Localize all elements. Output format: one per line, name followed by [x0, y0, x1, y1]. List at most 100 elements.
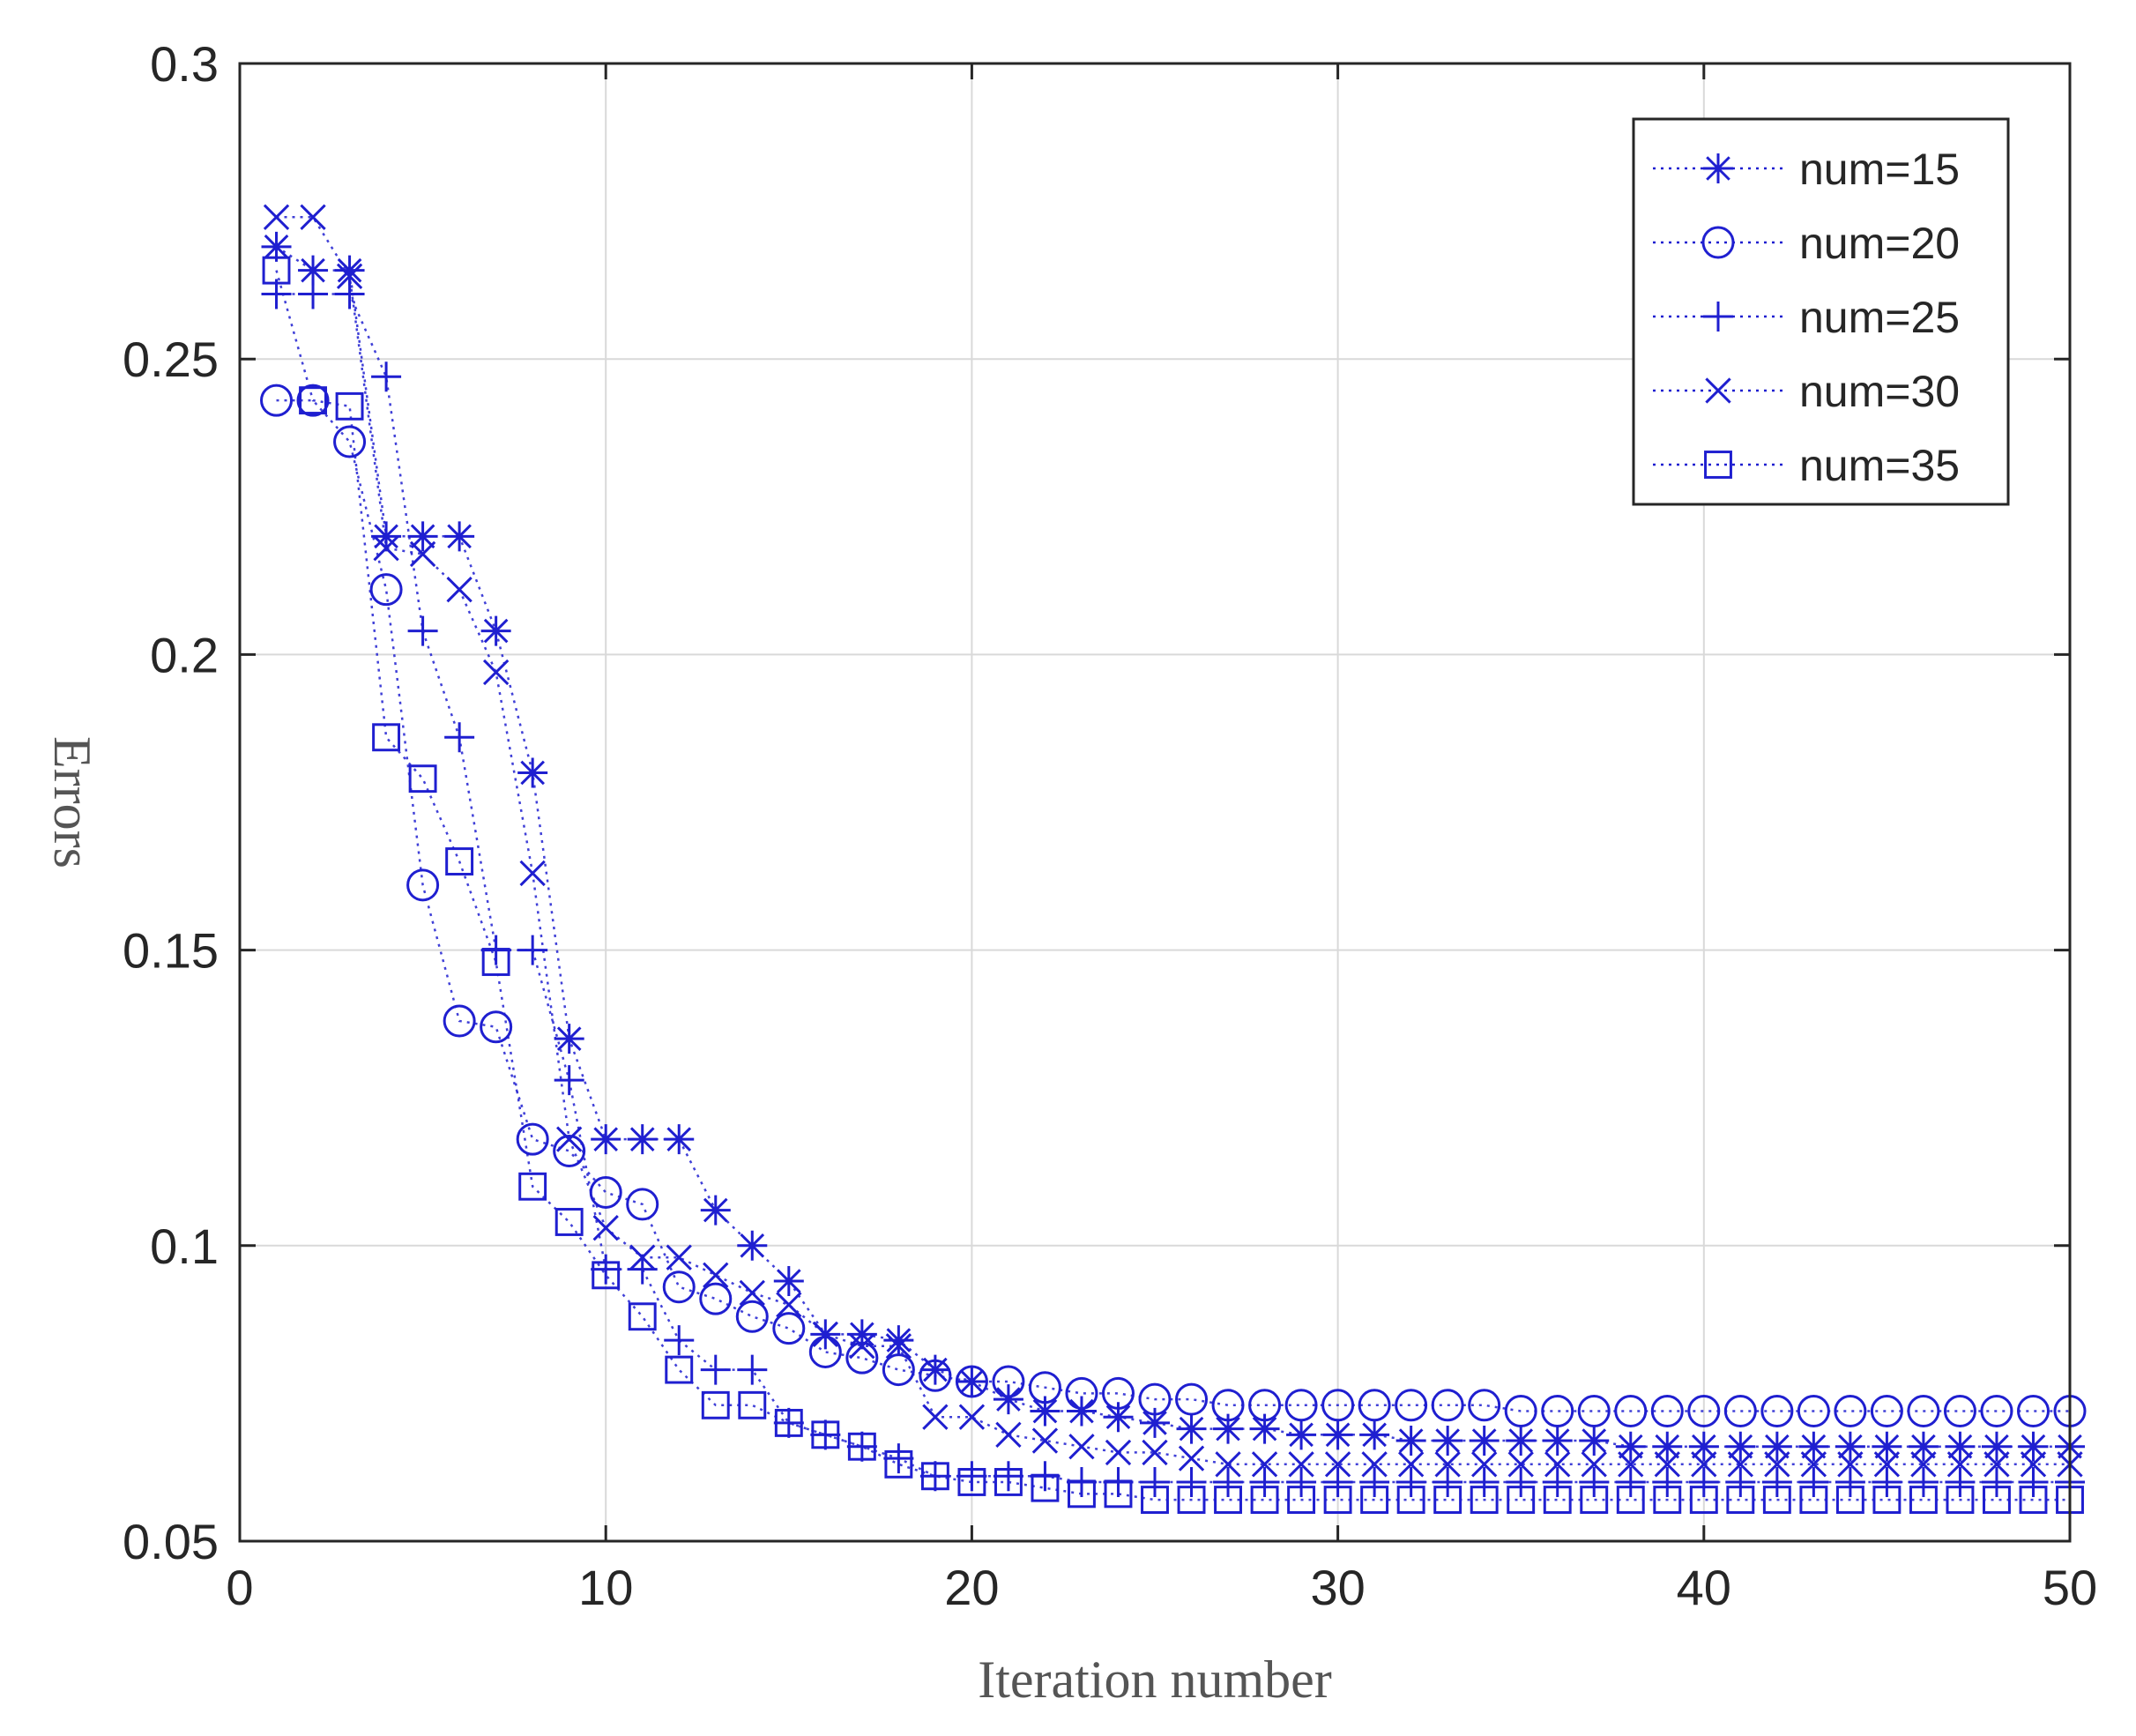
- data-point-plus: [591, 1254, 621, 1285]
- data-point-x: [1727, 1451, 1753, 1478]
- y-tick-label: 0.2: [150, 627, 219, 682]
- data-point-circle: [1760, 1395, 1794, 1428]
- data-point-square: [481, 948, 510, 976]
- y-tick-label: 0.1: [150, 1218, 219, 1274]
- data-point-circle: [1577, 1395, 1611, 1428]
- data-point-x: [1288, 1451, 1314, 1478]
- data-point-x: [556, 1126, 583, 1152]
- data-point-square: [1726, 1486, 1755, 1515]
- data-point-square: [1653, 1486, 1682, 1515]
- data-point-asterisk: [261, 231, 292, 262]
- data-point-circle: [1907, 1395, 1940, 1428]
- data-point-x: [1800, 1451, 1827, 1478]
- data-point-x: [849, 1333, 875, 1360]
- data-point-x: [885, 1333, 912, 1360]
- data-point-circle: [1248, 1389, 1282, 1422]
- data-point-x: [1581, 1451, 1607, 1478]
- data-point-plus: [1359, 1466, 1390, 1497]
- data-point-circle: [626, 1188, 659, 1221]
- data-point-asterisk: [1176, 1413, 1207, 1444]
- legend-marker-x: [1705, 377, 1731, 404]
- data-point-circle: [1980, 1395, 2013, 1428]
- data-point-plus: [1322, 1466, 1353, 1497]
- legend-label: num=30: [1799, 367, 1960, 416]
- data-point-x: [300, 204, 326, 230]
- data-point-x: [1178, 1445, 1205, 1472]
- data-point-circle: [406, 868, 440, 902]
- data-point-plus: [1725, 1466, 1756, 1497]
- x-axis-label: Iteration number: [978, 1650, 1332, 1709]
- data-point-x: [1251, 1451, 1278, 1478]
- data-point-plus: [1433, 1466, 1463, 1497]
- data-point-x: [1105, 1439, 1132, 1466]
- legend-label: num=35: [1799, 441, 1960, 490]
- data-point-asterisk: [664, 1124, 695, 1155]
- legend-marker-plus: [1703, 302, 1733, 332]
- data-point-circle: [1284, 1389, 1318, 1422]
- data-point-square: [1433, 1486, 1462, 1515]
- data-point-x: [1618, 1451, 1644, 1478]
- series-line: [275, 245, 2070, 1448]
- x-tick-label: 20: [944, 1560, 999, 1615]
- data-point-plus: [407, 615, 438, 646]
- data-point-square: [1799, 1486, 1828, 1515]
- data-point-x: [519, 860, 546, 887]
- data-point-asterisk: [993, 1384, 1023, 1415]
- data-point-x: [1031, 1427, 1059, 1454]
- data-point-circle: [1175, 1382, 1209, 1416]
- legend-marker-asterisk: [1703, 153, 1733, 183]
- data-point-asterisk: [846, 1319, 877, 1350]
- data-point-circle: [369, 573, 403, 607]
- data-point-circle: [1870, 1395, 1903, 1428]
- data-point-x: [1215, 1451, 1241, 1478]
- data-point-circle: [1468, 1389, 1501, 1422]
- data-point-circle: [1211, 1389, 1245, 1422]
- data-point-asterisk: [1908, 1431, 1939, 1462]
- data-point-asterisk: [1140, 1407, 1170, 1438]
- data-point-circle: [1065, 1376, 1098, 1410]
- data-point-plus: [1798, 1466, 1829, 1497]
- data-point-plus: [1542, 1466, 1573, 1497]
- data-point-square: [920, 1462, 949, 1491]
- data-point-circle: [296, 384, 330, 417]
- data-point-x: [1361, 1451, 1388, 1478]
- data-point-square: [1287, 1486, 1316, 1515]
- data-point-circle: [1028, 1371, 1061, 1404]
- data-point-asterisk: [1798, 1431, 1829, 1462]
- data-point-asterisk: [1395, 1426, 1426, 1457]
- data-point-square: [847, 1432, 876, 1461]
- legend-label: num=20: [1799, 219, 1960, 268]
- data-point-asterisk: [1761, 1431, 1792, 1462]
- data-point-square: [957, 1468, 986, 1496]
- data-point-square: [1250, 1486, 1279, 1515]
- data-point-x: [958, 1404, 986, 1430]
- y-tick-label: 0.05: [123, 1514, 219, 1569]
- data-point-asterisk: [1103, 1402, 1134, 1433]
- data-point-x: [1507, 1451, 1534, 1478]
- data-point-x: [263, 204, 290, 230]
- data-point-square: [1104, 1479, 1133, 1509]
- data-point-asterisk: [773, 1266, 804, 1297]
- data-point-asterisk: [1359, 1419, 1390, 1450]
- data-point-square: [811, 1420, 840, 1449]
- data-point-asterisk: [1835, 1431, 1865, 1462]
- data-point-plus: [1176, 1466, 1207, 1497]
- data-point-x: [1068, 1434, 1095, 1460]
- data-point-plus: [1286, 1466, 1317, 1497]
- data-point-asterisk: [919, 1354, 950, 1385]
- data-point-plus: [1213, 1466, 1244, 1497]
- data-point-square: [884, 1449, 913, 1479]
- data-point-circle: [1138, 1382, 1172, 1416]
- data-point-asterisk: [407, 521, 438, 552]
- data-point-x: [336, 263, 363, 290]
- data-point-circle: [260, 384, 294, 417]
- data-point-square: [518, 1172, 547, 1201]
- data-point-asterisk: [1469, 1426, 1500, 1457]
- data-point-square: [408, 764, 437, 793]
- data-point-x: [739, 1279, 765, 1307]
- data-point-plus: [883, 1443, 914, 1474]
- data-point-plus: [1140, 1466, 1170, 1497]
- y-tick-label: 0.15: [123, 923, 219, 979]
- data-point-square: [1031, 1473, 1060, 1502]
